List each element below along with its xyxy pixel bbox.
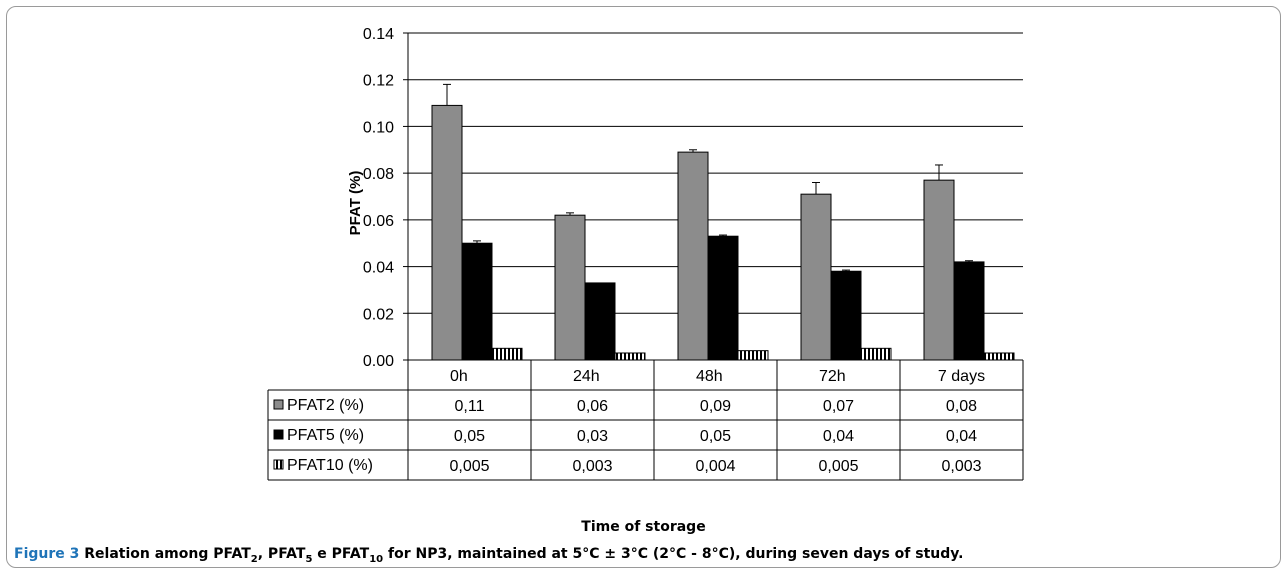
figure-label: Figure 3 <box>14 546 80 562</box>
table-value: 0,04 <box>823 428 854 445</box>
table-value: 0,003 <box>941 458 981 475</box>
bar-2 <box>953 261 985 361</box>
bar-1 <box>800 193 832 361</box>
x-axis-label: Time of storage <box>581 519 706 535</box>
table-value: 0,07 <box>823 398 854 415</box>
table-value: 0,05 <box>454 428 485 445</box>
y-tick-label: 0.10 <box>363 119 394 136</box>
bar-2 <box>584 282 616 361</box>
y-tick-label: 0.12 <box>363 73 394 90</box>
x-category-label: 72h <box>819 368 846 385</box>
legend-swatch <box>273 399 284 410</box>
bar-3 <box>983 352 1015 361</box>
y-tick-label: 0.06 <box>363 213 394 230</box>
bar-3 <box>491 347 523 361</box>
bar-2 <box>707 235 739 361</box>
table-value: 0,04 <box>946 428 977 445</box>
table-value: 0,05 <box>700 428 731 445</box>
bar-1 <box>554 214 586 361</box>
bar-2 <box>830 270 862 361</box>
table-value: 0,11 <box>455 398 485 415</box>
y-tick-label: 0.04 <box>363 260 394 277</box>
bar-1 <box>431 104 463 361</box>
table-value: 0,08 <box>946 398 977 415</box>
bar-1 <box>923 179 955 361</box>
x-category-label: 0h <box>450 368 468 385</box>
caption-subscript: 2 <box>250 553 258 565</box>
table-value: 0,09 <box>700 398 731 415</box>
bar-3 <box>860 347 892 361</box>
y-tick-label: 0.14 <box>363 26 394 43</box>
bar-2 <box>461 242 493 361</box>
x-category-label: 48h <box>696 368 723 385</box>
legend-label: PFAT5 (%) <box>287 427 364 444</box>
legend-swatch <box>273 429 284 440</box>
y-axis-label: PFAT (%) <box>347 171 364 236</box>
caption-fragment: Relation among PFAT <box>79 546 251 562</box>
bar-3 <box>614 352 646 361</box>
bar-1 <box>677 151 709 361</box>
x-category-label: 24h <box>573 368 600 385</box>
figure-frame <box>6 6 1281 568</box>
table-value: 0,003 <box>572 458 612 475</box>
legend-label: PFAT10 (%) <box>287 457 373 474</box>
bar-3 <box>737 350 769 361</box>
figure-caption: Figure 3 Relation among PFAT2, PFAT5 e P… <box>14 546 1279 565</box>
table-value: 0,06 <box>577 398 608 415</box>
table-value: 0,03 <box>577 428 608 445</box>
table-value: 0,005 <box>449 458 489 475</box>
x-category-label: 7 days <box>938 368 985 385</box>
caption-subscript: 10 <box>369 553 384 565</box>
legend-swatch <box>273 459 284 470</box>
legend-label: PFAT2 (%) <box>287 397 364 414</box>
table-value: 0,005 <box>818 458 858 475</box>
caption-text: Relation among PFAT2, PFAT5 e PFAT10 for… <box>79 546 964 565</box>
caption-fragment: , PFAT <box>257 546 306 562</box>
table-value: 0,004 <box>695 458 735 475</box>
caption-fragment: e PFAT <box>312 546 370 562</box>
y-tick-label: 0.00 <box>363 353 394 370</box>
y-tick-label: 0.08 <box>363 166 394 183</box>
y-tick-label: 0.02 <box>363 306 394 323</box>
caption-fragment: for NP3, maintained at 5°C ± 3°C (2°C - … <box>383 546 964 562</box>
caption-subscript: 5 <box>305 553 313 565</box>
